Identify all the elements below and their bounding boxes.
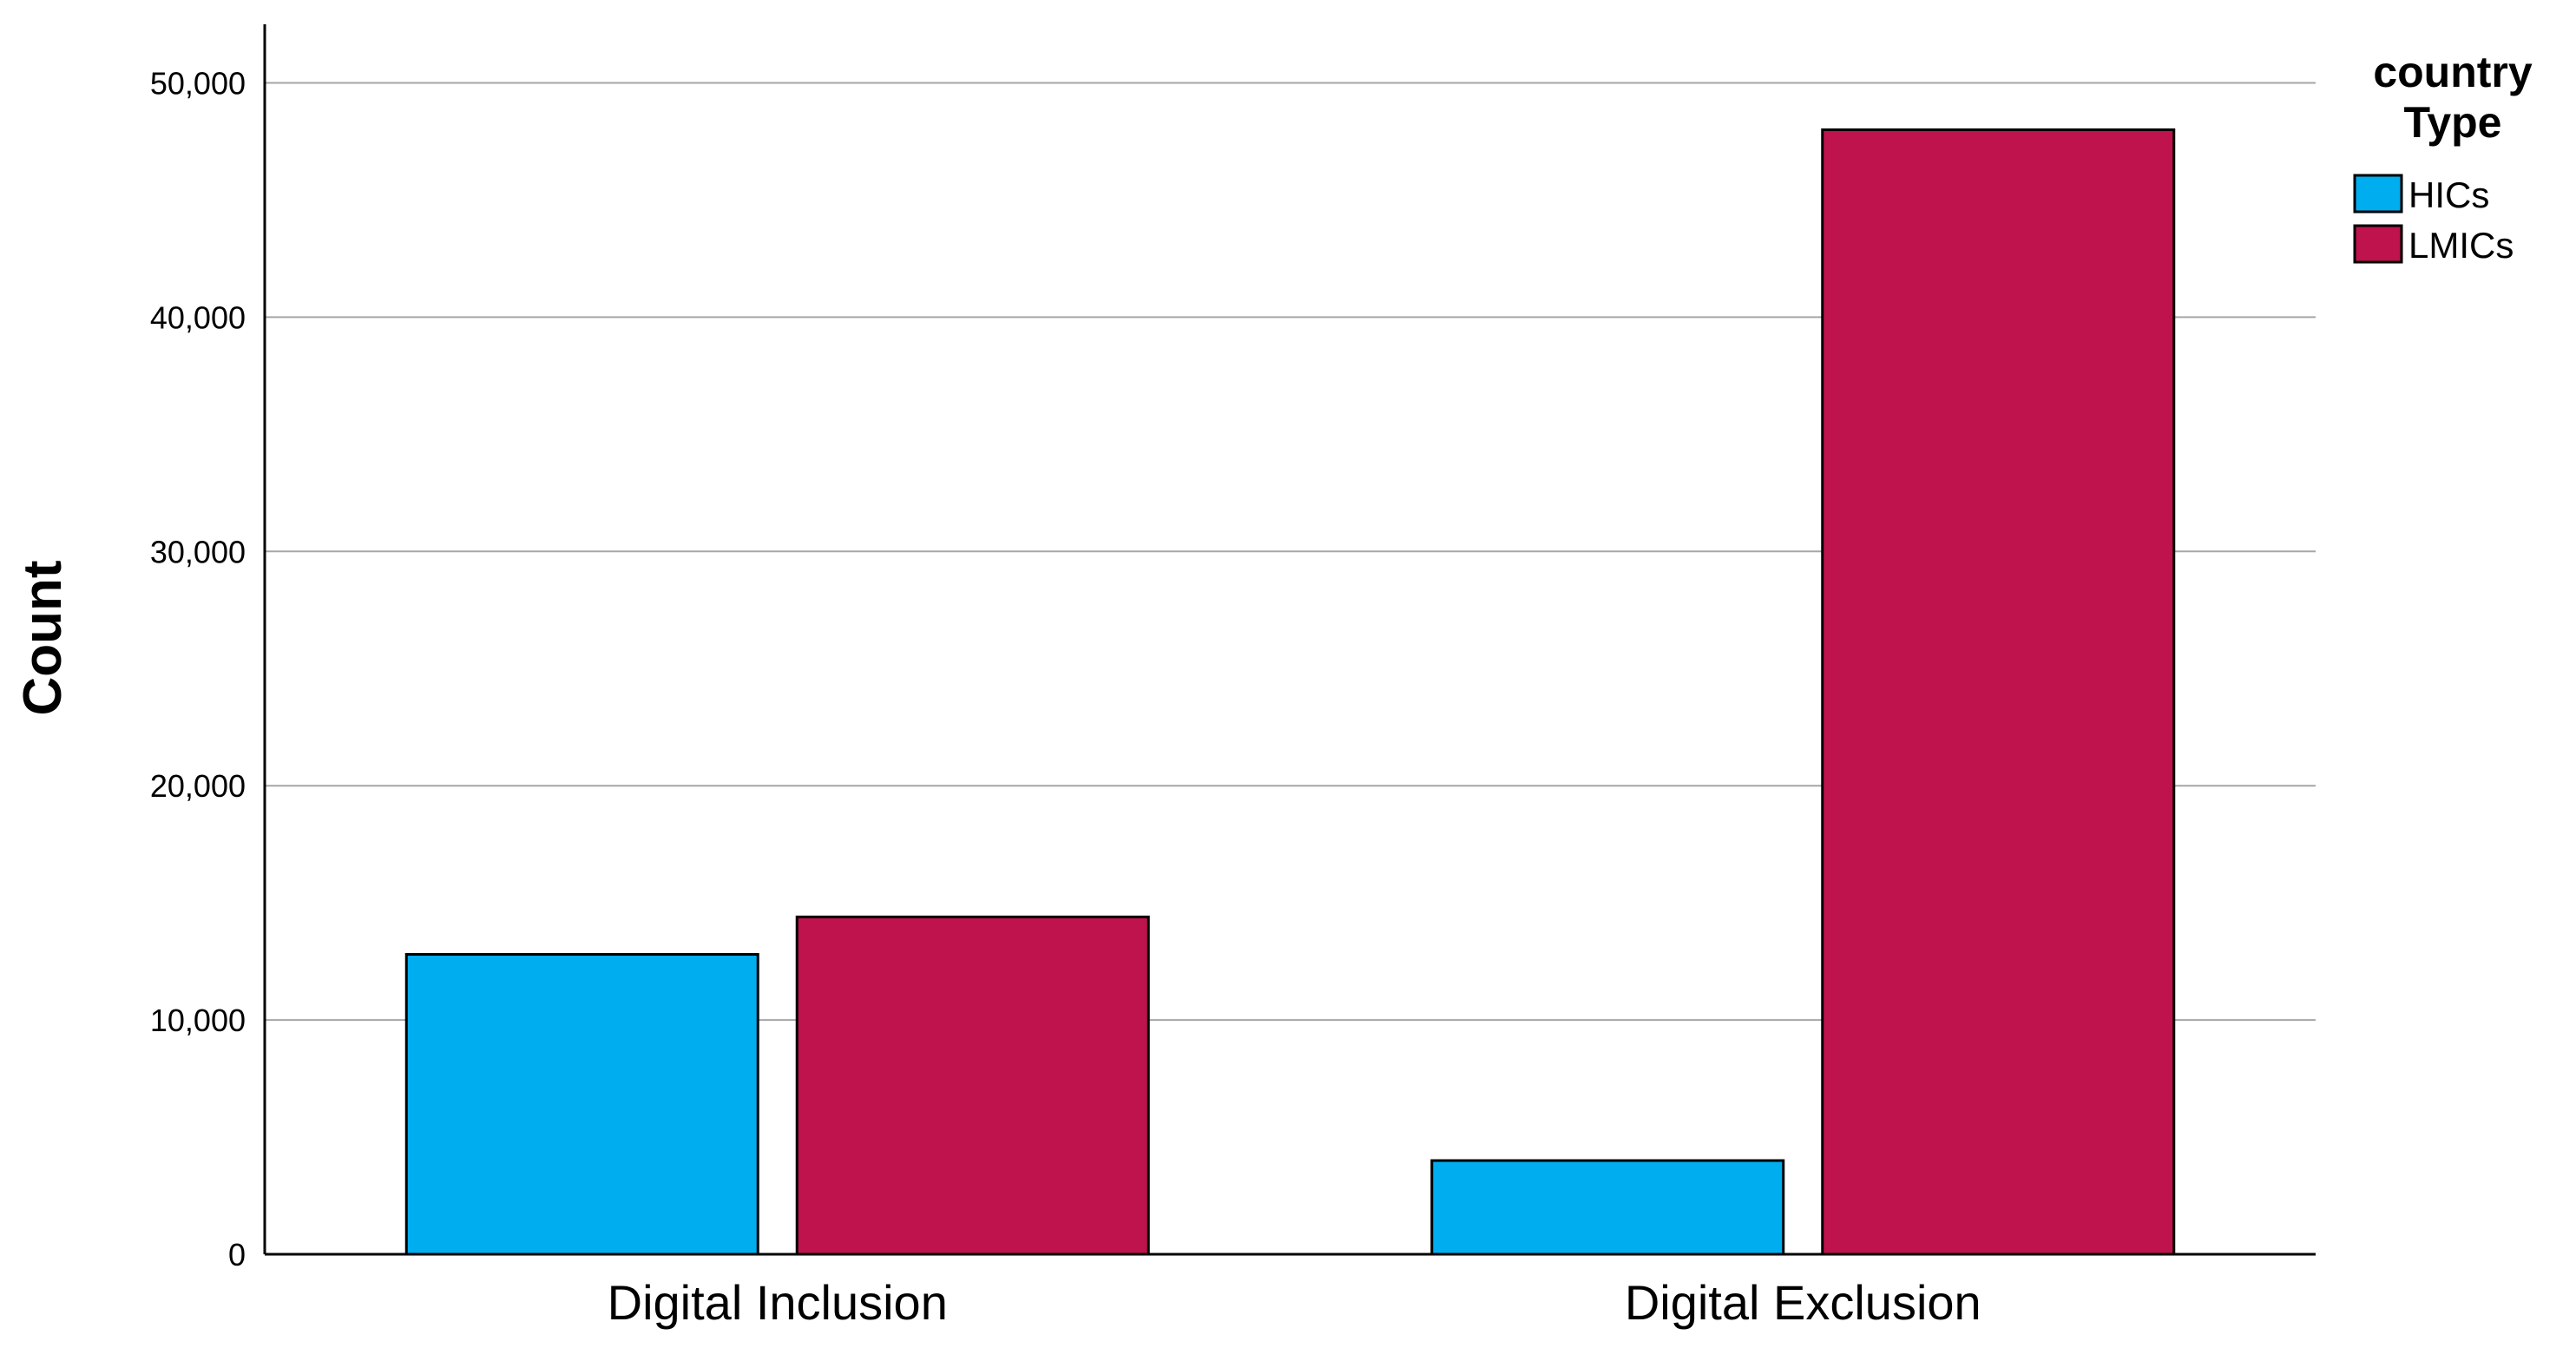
y-tick-label: 50,000 xyxy=(150,65,246,101)
y-tick-label: 20,000 xyxy=(150,768,246,804)
legend-title: country xyxy=(2373,48,2533,96)
x-category-label: Digital Inclusion xyxy=(608,1275,948,1330)
y-tick-label: 30,000 xyxy=(150,534,246,569)
bar-lmics-1 xyxy=(795,915,1150,1256)
legend-title: Type xyxy=(2404,98,2502,147)
labels-layer: 0 10,000 20,000 30,000 40,000 50,000 Digital I… xyxy=(150,65,1981,1330)
bar-lmics-2 xyxy=(1821,128,2176,1256)
legend-swatch-hics xyxy=(2353,174,2403,214)
bar-hics-2 xyxy=(1430,1159,1785,1256)
y-axis-title: Count xyxy=(13,560,73,715)
legend-label-hics: HICs xyxy=(2408,174,2489,215)
bars-layer xyxy=(404,128,2176,1256)
y-tick-label: 40,000 xyxy=(150,299,246,335)
bar-hics-1 xyxy=(404,953,759,1256)
axes-layer xyxy=(263,24,2316,1256)
legend-label-lmics: LMICs xyxy=(2408,225,2514,266)
y-tick-label: 10,000 xyxy=(150,1003,246,1038)
x-category-label: Digital Exclusion xyxy=(1625,1275,1981,1330)
y-tick-label: 0 xyxy=(228,1237,246,1272)
legend-swatch-lmics xyxy=(2353,224,2403,264)
